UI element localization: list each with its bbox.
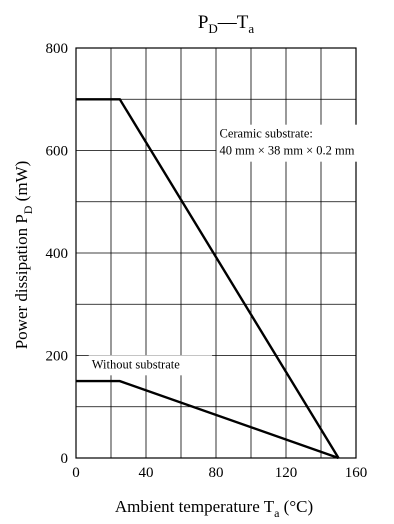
title-var: T [237, 12, 249, 33]
chart-title: PD—Ta [198, 12, 255, 36]
y-tick-label-0: 0 [61, 451, 69, 467]
title-main: P [198, 12, 209, 33]
y-axis-title-sub: D [21, 205, 35, 214]
annotation-bg-0 [216, 124, 375, 162]
y-axis-title: Power dissipation PD (mW) [12, 161, 35, 350]
annotation-0: Ceramic substrate: 40 mm × 38 mm × 0.2 mm [216, 124, 375, 162]
y-axis-title-post: (mW) [12, 161, 31, 206]
annotation-bg-1 [88, 355, 213, 376]
series-group [76, 98, 340, 460]
x-tick-label-160: 160 [345, 465, 368, 481]
plot-frame [75, 47, 357, 459]
x-axis-title-sub: a [274, 506, 280, 520]
x-tick-label-120: 120 [275, 465, 298, 481]
y-tick-label-800: 800 [46, 41, 69, 57]
tick-labels: 0 40 80 120 160 0 200 400 600 800 [46, 41, 368, 481]
annotation-0-line-1: 40 mm × 38 mm × 0.2 mm [220, 144, 355, 158]
title-var-sub: a [248, 21, 254, 36]
x-tick-label-40: 40 [139, 465, 154, 481]
annotation-1: Without substrate [88, 355, 213, 376]
x-tick-label-80: 80 [209, 465, 224, 481]
annotations: Ceramic substrate: 40 mm × 38 mm × 0.2 mm… [88, 124, 375, 376]
x-tick-label-0: 0 [72, 465, 80, 481]
annotation-0-line-0: Ceramic substrate: [220, 127, 313, 141]
grid [75, 47, 357, 459]
y-tick-label-200: 200 [46, 349, 69, 365]
series-line-1 [76, 379, 339, 460]
title-main-sub: D [208, 21, 217, 36]
y-tick-label-400: 400 [46, 246, 69, 262]
x-axis-title: Ambient temperature Ta (°C) [115, 497, 313, 520]
series-line-0 [76, 98, 340, 459]
x-axis-title-pre: Ambient temperature T [115, 497, 275, 516]
x-axis-title-post: (°C) [279, 497, 313, 516]
title-sep: — [217, 12, 238, 33]
annotation-1-line-0: Without substrate [92, 357, 180, 371]
y-axis-title-pre: Power dissipation P [12, 214, 31, 349]
y-tick-label-600: 600 [46, 144, 69, 160]
